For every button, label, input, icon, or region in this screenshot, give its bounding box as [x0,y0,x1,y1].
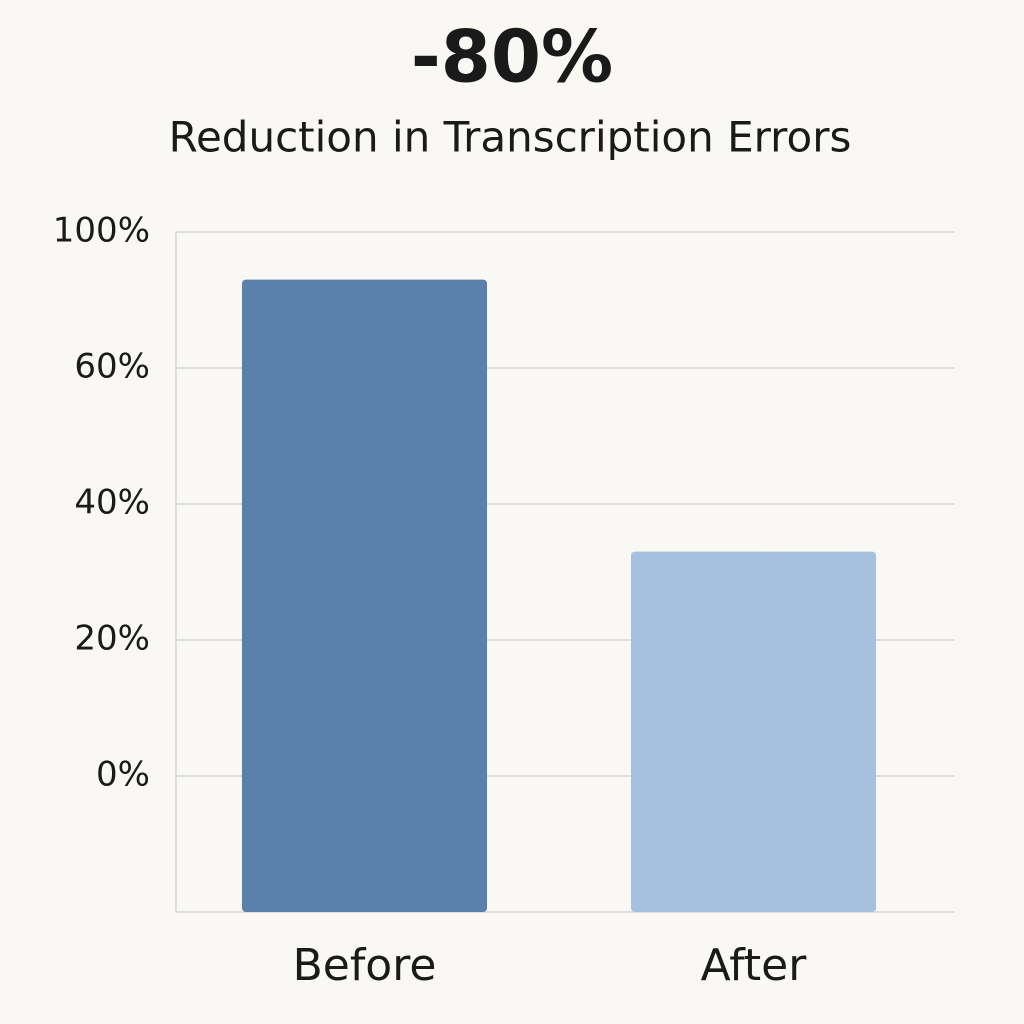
chart-subtitle: Reduction in Transcription Errors [169,113,852,162]
chart-title: -80% [411,15,613,99]
bar [241,279,488,913]
bar [630,551,877,912]
y-tick-label: 0% [96,755,150,795]
x-tick-label: After [701,940,808,991]
y-tick-label: 60% [74,347,150,387]
y-tick-label: 20% [74,619,150,659]
y-tick-label: 40% [74,483,150,523]
y-tick-label: 100% [53,211,150,251]
x-tick-label: Before [293,940,437,991]
